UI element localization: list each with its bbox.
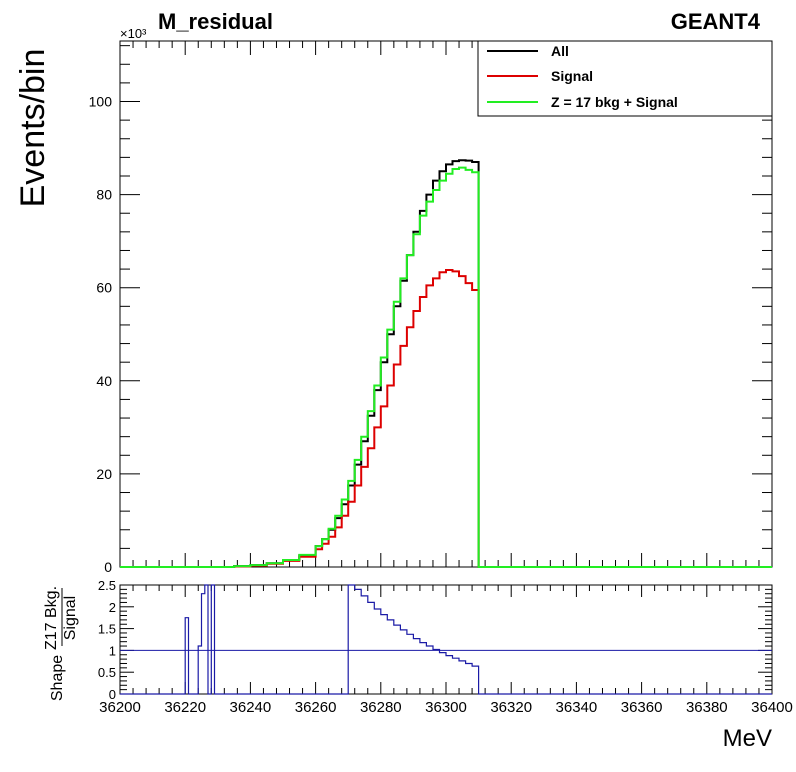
x-tick-label: 36380 <box>686 699 728 716</box>
series-signal-line <box>120 269 772 568</box>
ratio-plot-frame <box>119 584 773 695</box>
legend: All Signal Z = 17 bkg + Signal <box>477 40 773 117</box>
ratio-y-axis-label: Shape Z17 Bkg. Signal <box>43 586 79 701</box>
x-tick-label: 36400 <box>751 699 793 716</box>
ratio-y-tick-label: 0.5 <box>98 665 116 680</box>
legend-label-signal: Signal <box>551 68 593 84</box>
top-y-tick-label: 20 <box>96 466 112 482</box>
x-tick-label: 36340 <box>556 699 598 716</box>
ratio-y-tick-label: 1.5 <box>98 622 116 637</box>
ratio-label-denominator: Signal <box>62 596 79 640</box>
y-exponent-label: ×10³ <box>120 26 147 41</box>
ratio-series-group <box>120 584 772 695</box>
top-axis-ticks: 0 20 40 60 80 100 <box>89 41 773 575</box>
ratio-y-tick-label: 2 <box>109 600 116 615</box>
ratio-y-tick-label: 0 <box>109 687 116 702</box>
x-tick-label: 36280 <box>360 699 402 716</box>
ratio-series-line <box>120 584 772 695</box>
x-axis-label: MeV <box>723 725 772 752</box>
top-plot-frame <box>119 40 773 568</box>
x-tick-label: 36240 <box>230 699 272 716</box>
chart-title: M_residual <box>158 9 273 34</box>
x-tick-label: 36260 <box>295 699 337 716</box>
top-y-tick-label: 100 <box>89 94 113 110</box>
ratio-y-tick-label: 2.5 <box>98 578 116 593</box>
x-tick-label: 36320 <box>490 699 532 716</box>
x-tick-label: 36220 <box>164 699 206 716</box>
generator-label: GEANT4 <box>671 9 761 34</box>
x-tick-label: 36300 <box>425 699 467 716</box>
x-tick-label: 36360 <box>621 699 663 716</box>
top-y-axis-label: Events/bin <box>14 49 52 208</box>
legend-label-z17: Z = 17 bkg + Signal <box>551 94 678 110</box>
legend-box <box>477 40 773 117</box>
top-y-tick-label: 60 <box>96 280 112 296</box>
series-all-line <box>120 159 772 568</box>
x-tick-label: 36200 <box>99 699 141 716</box>
ratio-axis-ticks: 0 0.5 1 1.5 2 2.5 36200 36220 36240 36260 36280 363… <box>98 578 793 716</box>
top-y-tick-label: 40 <box>96 373 112 389</box>
ratio-label-numerator: Z17 Bkg. <box>43 586 60 650</box>
series-z17-line <box>120 166 772 568</box>
top-series-group <box>120 159 772 568</box>
top-y-tick-label: 0 <box>104 559 112 575</box>
ratio-y-tick-label: 1 <box>109 643 116 658</box>
ratio-label-shape: Shape <box>49 655 66 701</box>
legend-label-all: All <box>551 43 569 59</box>
top-y-tick-label: 80 <box>96 187 112 203</box>
